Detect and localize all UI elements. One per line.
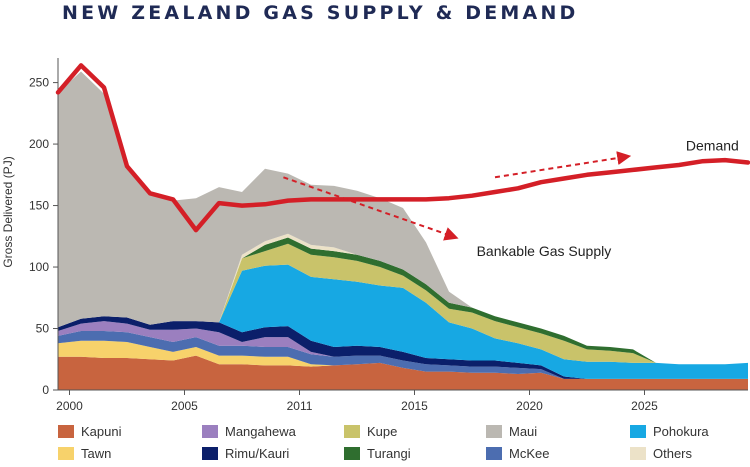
legend-swatch: [630, 446, 646, 460]
legend-item-rimu-kauri: Rimu/Kauri: [202, 443, 289, 463]
legend-swatch: [58, 446, 74, 460]
legend-item-mangahewa: Mangahewa: [202, 421, 296, 441]
x-tick-label: 2020: [516, 399, 543, 413]
y-axis-label: Gross Delivered (PJ): [1, 156, 15, 267]
legend-label: Rimu/Kauri: [225, 445, 290, 461]
y-tick-label: 100: [29, 260, 49, 274]
legend-item-turangi: Turangi: [344, 443, 411, 463]
area-tawn: [58, 340, 748, 379]
x-tick-label: 2025: [631, 399, 658, 413]
legend-label: Maui: [509, 423, 538, 439]
legend-label: Kapuni: [81, 423, 122, 439]
legend-label: Others: [653, 445, 693, 461]
annotation-label-demand: Demand: [686, 137, 739, 153]
stacked-areas: [58, 71, 748, 390]
legend-item-mckee: McKee: [486, 443, 549, 463]
demand-series: [55, 63, 750, 233]
legend-swatch: [486, 446, 502, 460]
annotations: Demand Bankable Gas Supply: [283, 137, 739, 259]
axes: 0 50 100 150 200 250 2000 2005 2011 2015 2020 2025: [29, 58, 748, 413]
legend-swatch: [344, 424, 360, 438]
annotation-arrow: [494, 151, 632, 179]
legend: Kapuni Mangahewa Kupe Maui Pohokura Tawn Rimu/…: [58, 421, 748, 465]
legend-label: Pohokura: [653, 423, 709, 439]
legend-label: Mangahewa: [225, 423, 296, 439]
legend-swatch: [630, 424, 646, 438]
x-tick-label: 2011: [287, 399, 313, 413]
annotation-label-bankable-gas-supply: Bankable Gas Supply: [477, 243, 612, 259]
x-tick-label: 2000: [56, 399, 83, 413]
legend-item-kupe: Kupe: [344, 421, 397, 441]
legend-item-others: Others: [630, 443, 692, 463]
demand-line: [55, 63, 750, 233]
x-tick-label: 2005: [171, 399, 198, 413]
y-tick-label: 150: [29, 199, 49, 213]
legend-label: Tawn: [81, 445, 112, 461]
legend-swatch: [486, 424, 502, 438]
area-rimu-kauri: [58, 316, 748, 379]
chart-title: NEW ZEALAND GAS SUPPLY & DEMAND: [62, 2, 579, 24]
legend-swatch: [58, 424, 74, 438]
legend-label: McKee: [509, 445, 550, 461]
legend-item-maui: Maui: [486, 421, 537, 441]
y-tick-label: 50: [36, 322, 50, 336]
legend-swatch: [202, 424, 218, 438]
area-mckee: [58, 331, 748, 379]
annotation-arrow: [283, 176, 459, 241]
area-pohokura: [58, 264, 748, 379]
area-mangahewa: [58, 321, 748, 379]
x-tick-label: 2015: [401, 399, 428, 413]
legend-item-kapuni: Kapuni: [58, 421, 121, 441]
legend-label: Kupe: [367, 423, 398, 439]
legend-swatch: [344, 446, 360, 460]
y-tick-label: 0: [42, 383, 49, 397]
legend-item-pohokura: Pohokura: [630, 421, 709, 441]
y-tick-label: 200: [29, 137, 49, 151]
legend-swatch: [202, 446, 218, 460]
legend-label: Turangi: [367, 445, 411, 461]
y-tick-label: 250: [29, 76, 49, 90]
legend-item-tawn: Tawn: [58, 443, 111, 463]
area-maui: [58, 71, 748, 365]
